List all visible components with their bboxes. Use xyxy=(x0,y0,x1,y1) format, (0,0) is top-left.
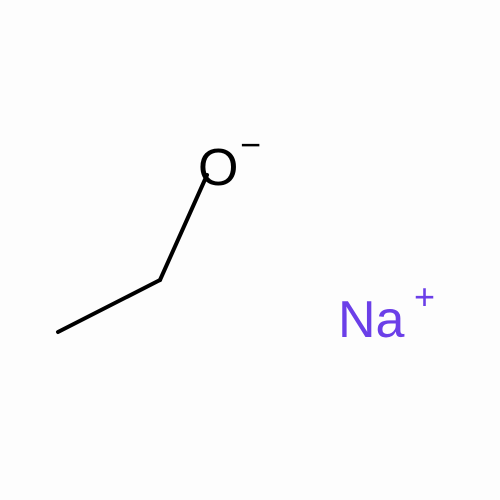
sodium-atom: Na + xyxy=(338,290,404,350)
oxygen-atom: O − xyxy=(198,138,238,198)
bond-c1-c2 xyxy=(58,280,160,332)
oxygen-label: O xyxy=(198,139,238,197)
sodium-label: Na xyxy=(338,291,404,349)
oxygen-charge: − xyxy=(240,124,261,166)
molecule-canvas: O − Na + xyxy=(0,0,500,500)
bond-layer xyxy=(0,0,500,500)
sodium-charge: + xyxy=(414,276,435,318)
